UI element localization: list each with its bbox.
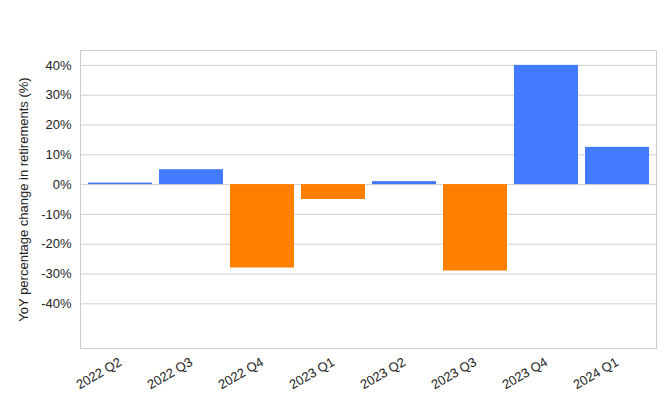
svg-text:0%: 0%	[53, 177, 72, 192]
svg-text:-20%: -20%	[41, 236, 72, 251]
svg-text:2022 Q4: 2022 Q4	[215, 354, 266, 392]
svg-text:2024 Q1: 2024 Q1	[570, 354, 621, 392]
svg-text:2022 Q2: 2022 Q2	[73, 354, 124, 392]
svg-text:2023 Q4: 2023 Q4	[499, 354, 550, 392]
svg-text:2022 Q3: 2022 Q3	[144, 354, 195, 392]
svg-text:40%: 40%	[45, 58, 71, 73]
svg-text:20%: 20%	[45, 117, 71, 132]
svg-text:YoY percentage change in retir: YoY percentage change in retirements (%)	[16, 77, 31, 321]
svg-text:2023 Q3: 2023 Q3	[428, 354, 479, 392]
svg-text:2023 Q2: 2023 Q2	[357, 354, 408, 392]
svg-text:2023 Q1: 2023 Q1	[286, 354, 337, 392]
svg-text:-40%: -40%	[41, 296, 72, 311]
svg-text:10%: 10%	[45, 147, 71, 162]
svg-text:-10%: -10%	[41, 207, 72, 222]
svg-text:-30%: -30%	[41, 266, 72, 281]
svg-text:30%: 30%	[45, 87, 71, 102]
